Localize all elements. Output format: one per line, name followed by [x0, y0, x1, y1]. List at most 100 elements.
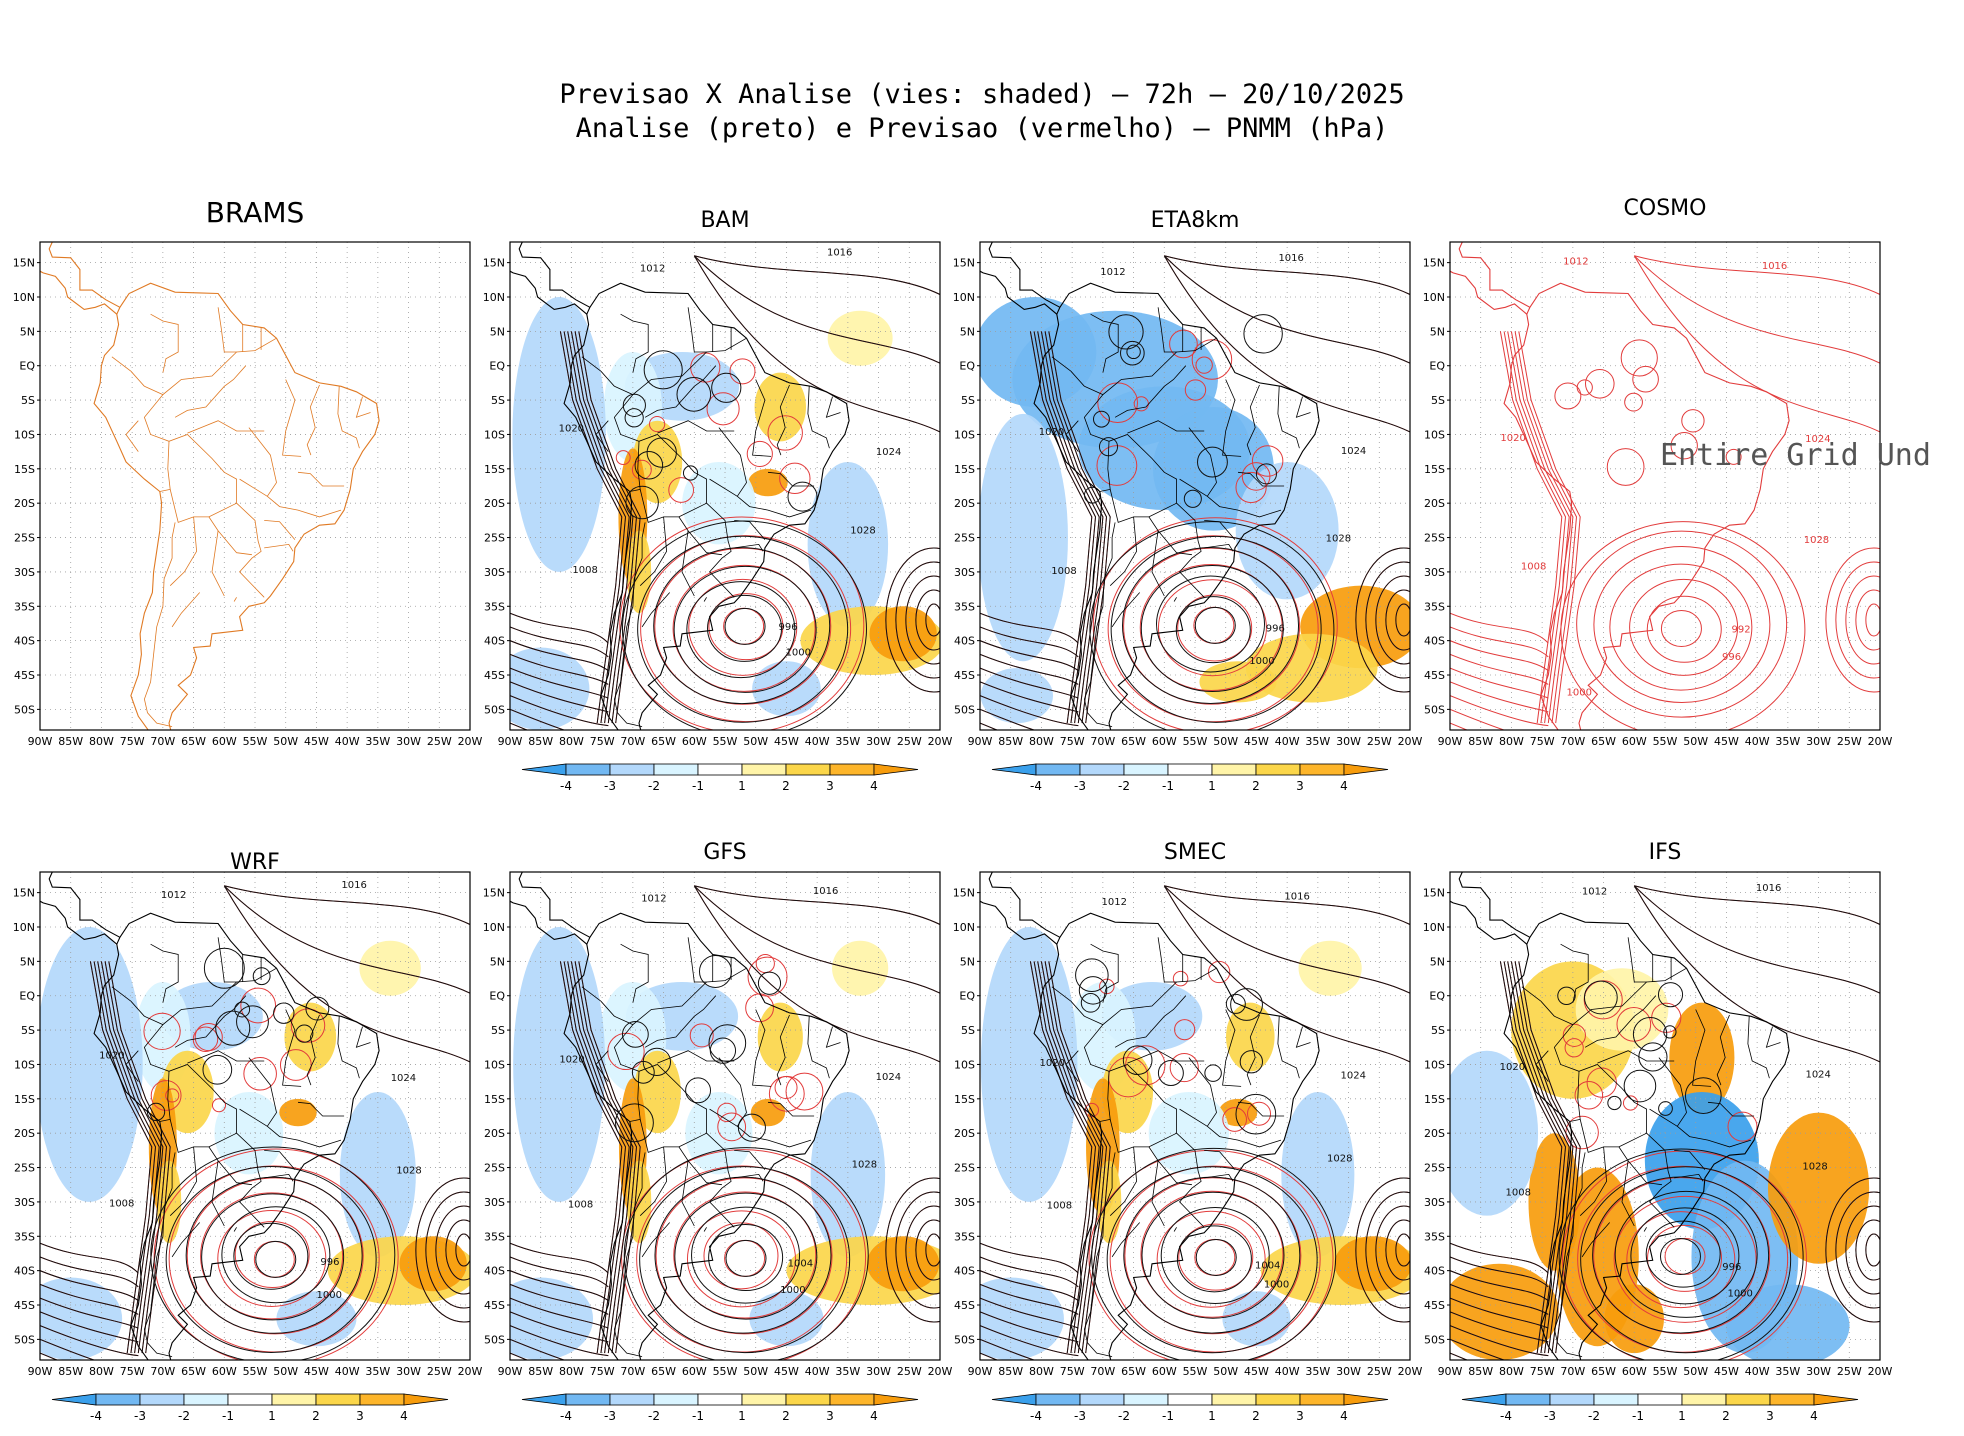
lon-tick-label: 90W [1438, 735, 1463, 748]
lat-tick-label: 10N [13, 291, 35, 304]
colorbar-label: -3 [1074, 779, 1086, 793]
colorbar-swatch [741, 1393, 787, 1406]
lon-tick-label: 40W [335, 1365, 360, 1378]
isobar-label: 1016 [1284, 891, 1309, 902]
isobar-label: 1028 [1802, 1161, 1827, 1172]
lat-tick-label: 5S [1431, 1024, 1445, 1037]
lat-tick-label: 45S [484, 1299, 505, 1312]
lon-tick-label: 65W [651, 735, 676, 748]
isobar-label: 1000 [1264, 1280, 1289, 1291]
lat-tick-label: 30S [954, 566, 975, 579]
lon-tick-label: 85W [1468, 735, 1493, 748]
lon-tick-label: 75W [1060, 1365, 1085, 1378]
isobar-label: 1020 [1500, 1062, 1525, 1073]
lat-tick-label: 50S [954, 703, 975, 716]
colorbar-label: -1 [222, 1409, 234, 1423]
lon-tick-label: 25W [427, 735, 452, 748]
lat-tick-label: 10S [1424, 1058, 1445, 1071]
lat-tick-label: 25S [954, 1162, 975, 1175]
lon-tick-label: 70W [1090, 1365, 1115, 1378]
lon-tick-label: 20W [1868, 1365, 1893, 1378]
colorbar-arrow-right [1343, 1393, 1389, 1406]
lon-tick-label: 45W [304, 1365, 329, 1378]
lon-tick-label: 90W [968, 1365, 993, 1378]
lon-tick-label: 80W [89, 735, 114, 748]
map-panel-eta8km: 1012 1016 1020 1024 1028 1008 996 1000 90W 85W 80W… [953, 241, 1423, 754]
map-frame [1449, 871, 1881, 1361]
colorbar-label: 4 [400, 1409, 408, 1423]
lat-tick-label: 35S [954, 1230, 975, 1243]
colorbar-swatch [139, 1393, 185, 1406]
map-frame [509, 241, 941, 731]
lon-tick-label: 50W [273, 735, 298, 748]
lon-tick-label: 75W [1060, 735, 1085, 748]
lon-tick-label: 45W [1714, 1365, 1739, 1378]
colorbar-label: 3 [356, 1409, 364, 1423]
lon-tick-label: 50W [273, 1365, 298, 1378]
colorbar-label: -4 [90, 1409, 102, 1423]
map-panel-brams: 90W 85W 80W 75W 70W 65W 60W 55W 50W 45W 40W 35W 30W 2… [13, 241, 483, 754]
colorbar-label: 1 [1208, 779, 1216, 793]
lat-tick-label: 35S [484, 600, 505, 613]
isobar-label: 1004 [788, 1259, 813, 1270]
isobar-label: 1024 [876, 1072, 901, 1083]
colorbar-label: 3 [826, 779, 834, 793]
lat-tick-label: 45S [954, 1299, 975, 1312]
colorbar-label: 1 [268, 1409, 276, 1423]
lon-tick-label: 60W [212, 735, 237, 748]
colorbar-label: 3 [1296, 779, 1304, 793]
panel-title-eta8km: ETA8km [1150, 208, 1240, 233]
lon-tick-label: 80W [1029, 1365, 1054, 1378]
lon-tick-label: 35W [1305, 1365, 1330, 1378]
isobar-label: 1016 [1762, 261, 1787, 272]
figure-title-line2: Analise (preto) e Previsao (vermelho) – … [575, 113, 1389, 144]
lat-tick-label: 10N [13, 921, 35, 934]
lon-tick-label: 20W [928, 735, 953, 748]
lon-tick-label: 65W [1591, 1365, 1616, 1378]
colorbar-arrow-left [521, 763, 567, 776]
lon-tick-label: 90W [28, 1365, 53, 1378]
lon-tick-label: 45W [1244, 735, 1269, 748]
colorbar-label: -1 [1162, 779, 1174, 793]
lon-tick-label: 50W [1683, 1365, 1708, 1378]
lon-tick-label: 25W [1837, 1365, 1862, 1378]
map-area: 1012 1016 1020 1024 1028 1008 996 1000 [510, 242, 940, 730]
lon-tick-label: 70W [1560, 735, 1585, 748]
lon-tick-label: 85W [998, 735, 1023, 748]
lat-tick-label: 25S [954, 532, 975, 545]
lat-tick-label: 35S [954, 600, 975, 613]
lon-tick-label: 30W [866, 735, 891, 748]
colorbar-swatch [697, 1393, 743, 1406]
lat-tick-label: 45S [954, 669, 975, 682]
lat-tick-label: 40S [1424, 1265, 1445, 1278]
lon-tick-label: 70W [150, 735, 175, 748]
lon-tick-label: 50W [1213, 1365, 1238, 1378]
lat-tick-label: 5N [20, 325, 35, 338]
lat-tick-label: 35S [14, 1230, 35, 1243]
isobar-label: 996 [320, 1257, 339, 1268]
map-frame [509, 871, 941, 1361]
lon-tick-label: 20W [928, 1365, 953, 1378]
colorbar-swatch [785, 1393, 831, 1406]
lat-tick-label: 25S [14, 532, 35, 545]
colorbar-swatch [785, 763, 831, 776]
lon-tick-label: 45W [774, 735, 799, 748]
lon-tick-label: 65W [1121, 735, 1146, 748]
map-area [40, 242, 470, 730]
lat-tick-label: EQ [1429, 990, 1445, 1003]
lat-tick-label: 15N [953, 257, 975, 270]
panel-title-smec: SMEC [1163, 840, 1227, 865]
map-panel-smec: 1012 1016 1020 1024 1028 1008 1004 1000 90W 85W 80… [953, 871, 1423, 1384]
lat-tick-label: 15N [1423, 257, 1445, 270]
lat-tick-label: 35S [1424, 600, 1445, 613]
colorbar-label: -2 [648, 1409, 660, 1423]
isobar-label: 996 [1266, 624, 1285, 635]
colorbar-label: -1 [1632, 1409, 1644, 1423]
colorbar-swatch [1123, 763, 1169, 776]
lon-tick-label: 65W [181, 1365, 206, 1378]
lat-tick-label: 45S [1424, 669, 1445, 682]
colorbar-swatch [1255, 763, 1301, 776]
lat-tick-label: 10S [1424, 428, 1445, 441]
lon-tick-label: 45W [1244, 1365, 1269, 1378]
lon-tick-label: 75W [590, 1365, 615, 1378]
